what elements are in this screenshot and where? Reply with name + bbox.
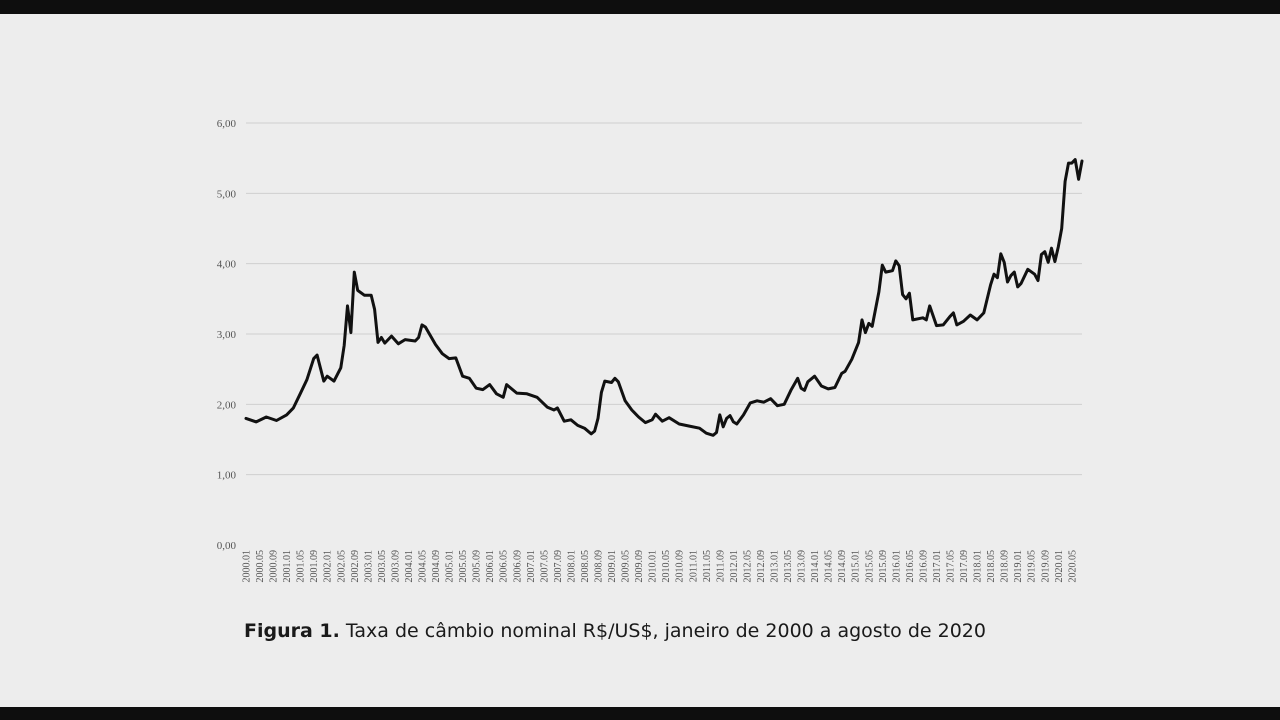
x-tick-label: 2016.01 xyxy=(891,550,902,583)
y-tick-label: 5,00 xyxy=(217,188,237,200)
x-tick-label: 2006.01 xyxy=(485,550,496,583)
x-tick-label: 2020.05 xyxy=(1067,550,1078,583)
figure-caption: Figura 1. Taxa de câmbio nominal R$/US$,… xyxy=(244,620,986,642)
y-tick-label: 2,00 xyxy=(217,399,237,411)
x-tick-label: 2009.05 xyxy=(621,550,632,583)
x-tick-label: 2015.01 xyxy=(851,550,862,583)
x-tick-label: 2011.01 xyxy=(688,550,699,582)
x-tick-label: 2016.09 xyxy=(918,550,929,583)
x-tick-label: 2011.09 xyxy=(715,550,726,582)
x-tick-label: 2001.09 xyxy=(309,550,320,583)
x-tick-label: 2003.09 xyxy=(390,550,401,583)
x-tick-label: 2019.01 xyxy=(1013,550,1024,583)
x-tick-label: 2006.05 xyxy=(499,550,510,583)
x-tick-label: 2014.05 xyxy=(824,550,835,583)
x-tick-label: 2005.05 xyxy=(458,550,469,583)
x-tick-label: 2019.05 xyxy=(1027,550,1038,583)
y-tick-label: 1,00 xyxy=(217,470,237,482)
x-tick-label: 2010.09 xyxy=(675,550,686,583)
series-layer xyxy=(244,158,1084,437)
x-tick-label: 2000.09 xyxy=(269,550,280,583)
x-tick-label: 2004.09 xyxy=(431,550,442,583)
x-tick-label: 2015.09 xyxy=(878,550,889,583)
x-tick-label: 2004.01 xyxy=(404,550,415,583)
x-tick-label: 2009.01 xyxy=(607,550,618,583)
x-tick-label: 2008.05 xyxy=(580,550,591,583)
x-tick-label: 2002.05 xyxy=(336,550,347,583)
x-tick-label: 2018.09 xyxy=(1000,550,1011,583)
x-tick-label: 2008.01 xyxy=(566,550,577,583)
x-tick-label: 2007.09 xyxy=(553,550,564,583)
x-tick-label: 2013.09 xyxy=(797,550,808,583)
x-tick-label: 2010.05 xyxy=(661,550,672,583)
x-tick-label: 2012.05 xyxy=(742,550,753,583)
x-tick-label: 2003.05 xyxy=(377,550,388,583)
exchange-rate-line xyxy=(244,158,1084,437)
x-tick-label: 2012.01 xyxy=(729,550,740,583)
figure-caption-text: Taxa de câmbio nominal R$/US$, janeiro d… xyxy=(345,620,986,642)
y-axis-ticks: 0,00 1,00 2,00 3,00 4,00 5,00 6,00 xyxy=(217,118,237,552)
x-tick-label: 2003.01 xyxy=(363,550,374,583)
x-tick-label: 2008.09 xyxy=(594,550,605,583)
y-tick-label: 0,00 xyxy=(217,540,237,552)
x-tick-label: 2010.01 xyxy=(648,550,659,583)
x-tick-label: 2018.05 xyxy=(986,550,997,583)
y-tick-label: 4,00 xyxy=(217,259,237,271)
x-tick-label: 2000.05 xyxy=(255,550,266,583)
x-tick-label: 2014.09 xyxy=(837,550,848,583)
x-tick-label: 2009.09 xyxy=(634,550,645,583)
x-tick-label: 2011.05 xyxy=(702,550,713,582)
x-tick-label: 2017.01 xyxy=(932,550,943,583)
gridlines xyxy=(246,122,1082,476)
x-tick-label: 2002.01 xyxy=(323,550,334,583)
x-tick-label: 2005.09 xyxy=(472,550,483,583)
exchange-rate-chart: 0,001,002,003,004,005,006,00 2000.01 2000… xyxy=(217,118,1084,583)
x-tick-label: 2017.05 xyxy=(946,550,957,583)
x-tick-label: 2016.05 xyxy=(905,550,916,583)
x-tick-label: 2007.05 xyxy=(539,550,550,583)
y-tick-label: 6,00 xyxy=(217,118,237,130)
x-tick-label: 2012.09 xyxy=(756,550,767,583)
x-tick-label: 2002.09 xyxy=(350,550,361,583)
x-tick-label: 2015.05 xyxy=(864,550,875,583)
x-tick-label: 2000.01 xyxy=(242,550,253,583)
x-tick-label: 2013.05 xyxy=(783,550,794,583)
y-tick-label: 3,00 xyxy=(217,329,237,341)
x-tick-label: 2006.09 xyxy=(512,550,523,583)
x-tick-label: 2018.01 xyxy=(973,550,984,583)
x-tick-label: 2001.01 xyxy=(282,550,293,583)
x-tick-label: 2020.01 xyxy=(1054,550,1065,583)
x-tick-label: 2007.01 xyxy=(526,550,537,583)
x-axis-ticks: 2000.01 2000.05 2000.09 2001.01 2001.05 2001.… xyxy=(242,550,1079,583)
slide: 0,00 1,00 2,00 3,00 4,00 5,00 6,00 2000.01 2000… xyxy=(0,14,1280,707)
x-tick-label: 2004.05 xyxy=(418,550,429,583)
figure-label: Figura 1. xyxy=(244,620,340,642)
x-tick-label: 2014.01 xyxy=(810,550,821,583)
x-tick-label: 2005.01 xyxy=(445,550,456,583)
x-tick-label: 2017.09 xyxy=(959,550,970,583)
x-tick-label: 2019.09 xyxy=(1040,550,1051,583)
x-tick-label: 2013.01 xyxy=(770,550,781,583)
x-tick-label: 2001.05 xyxy=(296,550,307,583)
